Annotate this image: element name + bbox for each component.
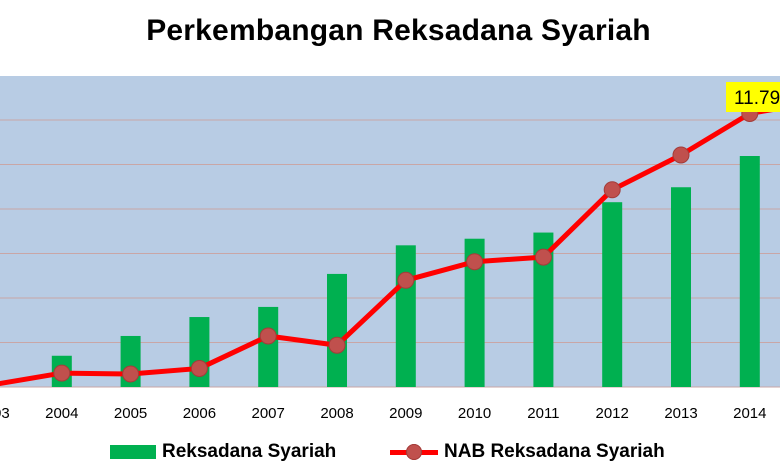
x-tick-2009: 2009 — [389, 405, 422, 422]
nab-point-2013 — [672, 146, 690, 164]
x-tick-2006: 2006 — [183, 405, 216, 422]
legend-item-line: NAB Reksadana Syariah — [390, 438, 665, 466]
legend-swatch-bar — [110, 445, 156, 459]
legend-label-bar: Reksadana Syariah — [162, 441, 337, 462]
bar-2012 — [602, 202, 623, 387]
chart-title: Perkembangan Reksadana Syariah — [146, 14, 651, 47]
bar-2007 — [258, 306, 279, 387]
bar-2011 — [533, 232, 554, 387]
x-tick-2013: 2013 — [664, 405, 697, 422]
x-tick-2005: 2005 — [114, 405, 147, 422]
nab-point-2006 — [190, 359, 208, 377]
x-tick-2010: 2010 — [458, 405, 491, 422]
nab-point-2010 — [466, 253, 484, 271]
x-tick-2003: 2003 — [0, 405, 10, 422]
nab-point-2004 — [53, 364, 71, 382]
plot-area — [0, 76, 780, 387]
data-label-box — [726, 82, 780, 112]
nab-point-2008 — [328, 336, 346, 354]
legend-label-line: NAB Reksadana Syariah — [444, 441, 665, 462]
x-tick-2014: 2014 — [733, 405, 766, 422]
legend-item-bar: Reksadana Syariah — [110, 438, 336, 466]
nab-point-2009 — [397, 271, 415, 289]
bar-2010 — [464, 238, 485, 387]
x-tick-2008: 2008 — [320, 405, 353, 422]
bar-2009 — [395, 245, 416, 387]
nab-point-2012 — [603, 181, 621, 199]
bar-2014 — [739, 156, 760, 387]
nab-point-2007 — [259, 327, 277, 345]
legend-swatch-line — [390, 444, 438, 460]
x-tick-2007: 2007 — [252, 405, 285, 422]
data-label-2014: 11.79 — [734, 88, 780, 109]
nab-point-2011 — [534, 248, 552, 266]
bar-2008 — [327, 273, 347, 387]
x-tick-2004: 2004 — [45, 405, 78, 422]
x-tick-2011: 2011 — [527, 405, 559, 422]
bar-2013 — [671, 187, 691, 387]
x-tick-2012: 2012 — [596, 405, 629, 422]
nab-point-2005 — [122, 365, 140, 383]
